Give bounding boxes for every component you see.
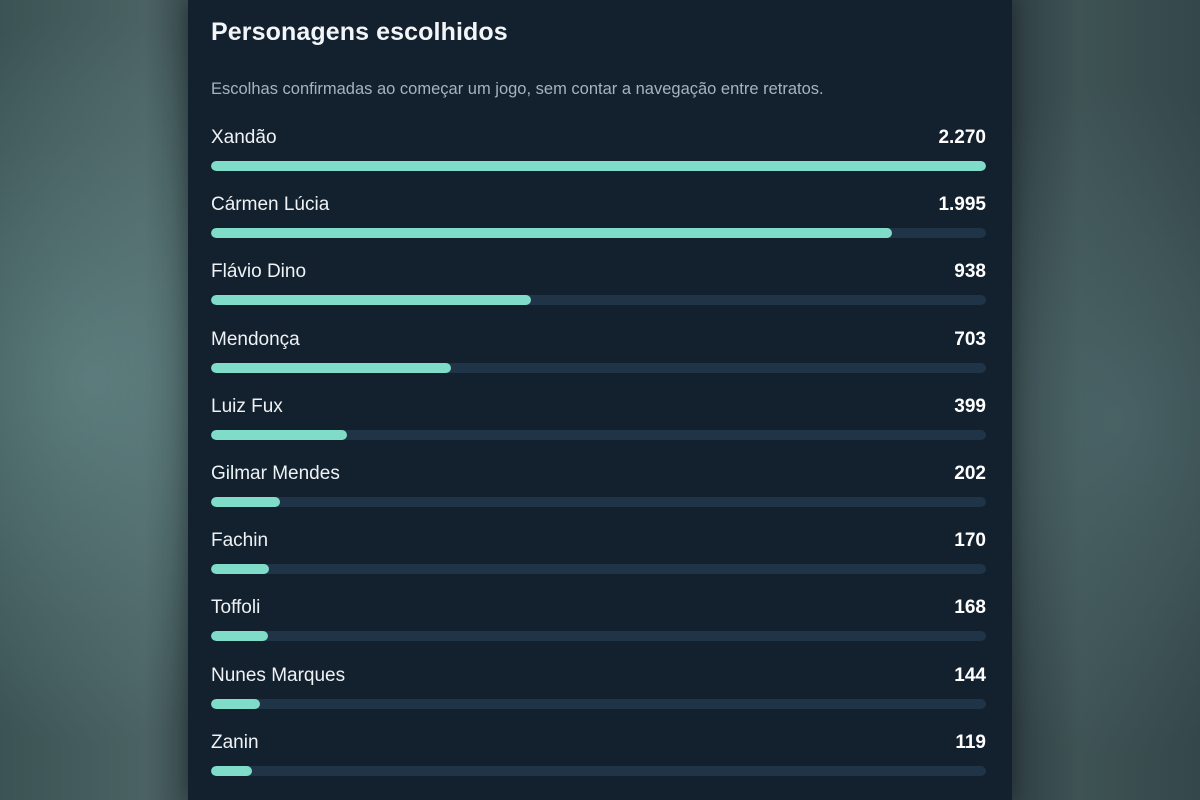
list-item: Nunes Marques 144 [211, 665, 986, 732]
choice-count: 2.270 [938, 127, 986, 148]
bar-fill [211, 362, 451, 373]
character-name: Fachin [211, 530, 269, 552]
character-ranking-list: Xandão 2.270 Cármen Lúcia 1.995 Flávio Dino 9… [211, 127, 986, 799]
list-item: Xandão 2.270 [211, 127, 986, 194]
list-item: Mendonça 703 [211, 329, 986, 396]
choice-count: 119 [955, 731, 986, 753]
bar-track [211, 228, 986, 239]
choice-count: 144 [954, 664, 986, 686]
bar-track [211, 429, 986, 440]
list-item: Zanin 119 [211, 732, 986, 799]
character-name: Gilmar Mendes [211, 462, 340, 484]
list-item: Luiz Fux 399 [211, 396, 986, 463]
character-name: Zanin [211, 731, 259, 753]
bar-fill [211, 698, 261, 709]
panel-subtitle: Escolhas confirmadas ao começar um jogo,… [211, 80, 824, 98]
choice-count: 938 [954, 261, 986, 283]
list-item: Gilmar Mendes 202 [211, 463, 986, 530]
panel-title: Personagens escolhidos [211, 18, 508, 46]
character-name: Xandão [211, 127, 277, 148]
choice-count: 703 [954, 328, 986, 350]
choice-count: 168 [954, 597, 986, 619]
list-item: Fachin 170 [211, 530, 986, 597]
character-name: Mendonça [211, 328, 300, 350]
list-item: Flávio Dino 938 [211, 261, 986, 328]
bar-track [211, 362, 986, 373]
bar-track [211, 295, 986, 306]
bar-track [211, 765, 986, 776]
bar-track [211, 631, 986, 642]
bar-track [211, 496, 986, 507]
list-item: Cármen Lúcia 1.995 [211, 194, 986, 261]
bar-fill [211, 429, 348, 440]
character-name: Toffoli [211, 597, 261, 619]
bar-fill [211, 228, 893, 239]
choice-count: 399 [954, 395, 986, 417]
choice-count: 202 [954, 462, 986, 484]
choice-count: 1.995 [938, 194, 986, 216]
character-name: Luiz Fux [211, 395, 283, 417]
bar-fill [211, 496, 280, 507]
bar-track [211, 698, 986, 709]
bar-fill [211, 631, 269, 642]
bar-track [211, 161, 986, 171]
bar-track [211, 564, 986, 575]
stats-panel: Personagens escolhidos Escolhas confirma… [188, 0, 1012, 800]
bar-fill [211, 161, 986, 171]
character-name: Nunes Marques [211, 664, 346, 686]
choice-count: 170 [954, 530, 986, 552]
list-item: Toffoli 168 [211, 597, 986, 664]
bar-fill [211, 295, 532, 306]
bar-fill [211, 765, 252, 776]
bar-fill [211, 564, 270, 575]
character-name: Cármen Lúcia [211, 194, 330, 216]
character-name: Flávio Dino [211, 261, 307, 283]
